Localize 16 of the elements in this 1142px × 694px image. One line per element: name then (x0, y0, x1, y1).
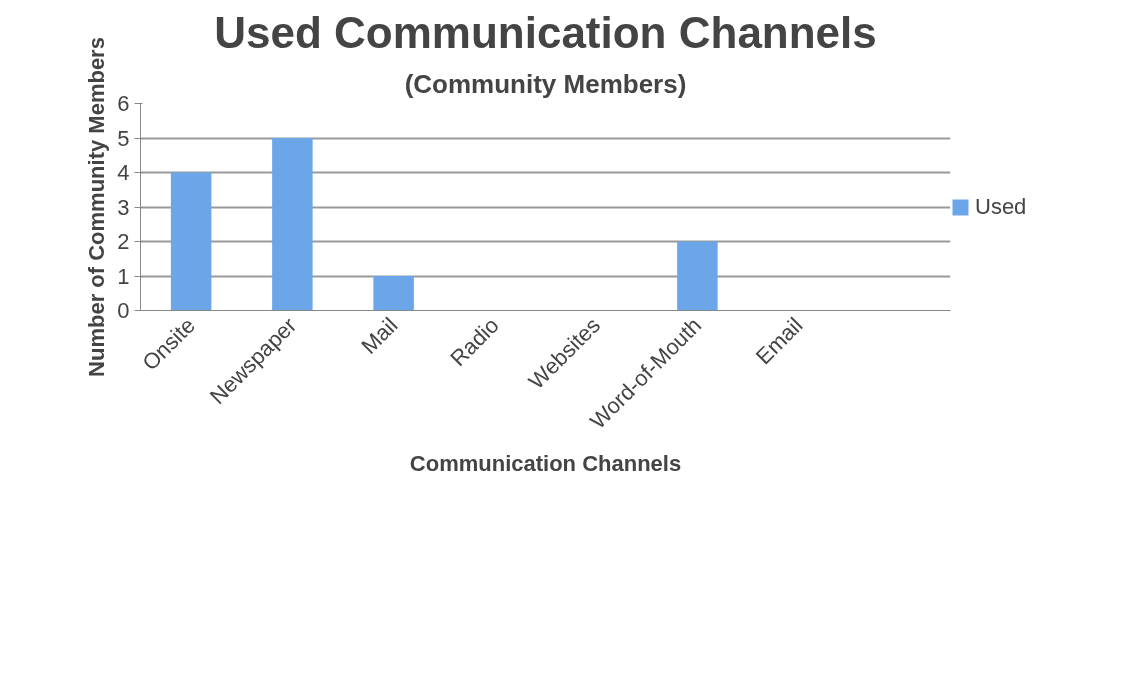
y-tick-label: 0 (117, 298, 130, 323)
y-axis-title: Number of Community Members (84, 37, 110, 377)
y-tick-label: 3 (117, 194, 130, 220)
bar (677, 241, 718, 311)
y-tick-label: 2 (117, 229, 130, 254)
bar (272, 138, 313, 311)
y-tick-label: 6 (117, 91, 130, 116)
x-axis-title: Communication Channels (409, 450, 682, 476)
legend-label: Used (975, 194, 1027, 220)
bar (373, 276, 414, 311)
chart-subtitle: (Community Members) (404, 68, 687, 99)
chart-title: Used Communication Channels (214, 7, 877, 57)
y-tick-label: 1 (117, 263, 130, 289)
y-tick-label: 5 (117, 125, 130, 151)
y-tick-label: 4 (117, 160, 130, 185)
bar (170, 172, 212, 311)
